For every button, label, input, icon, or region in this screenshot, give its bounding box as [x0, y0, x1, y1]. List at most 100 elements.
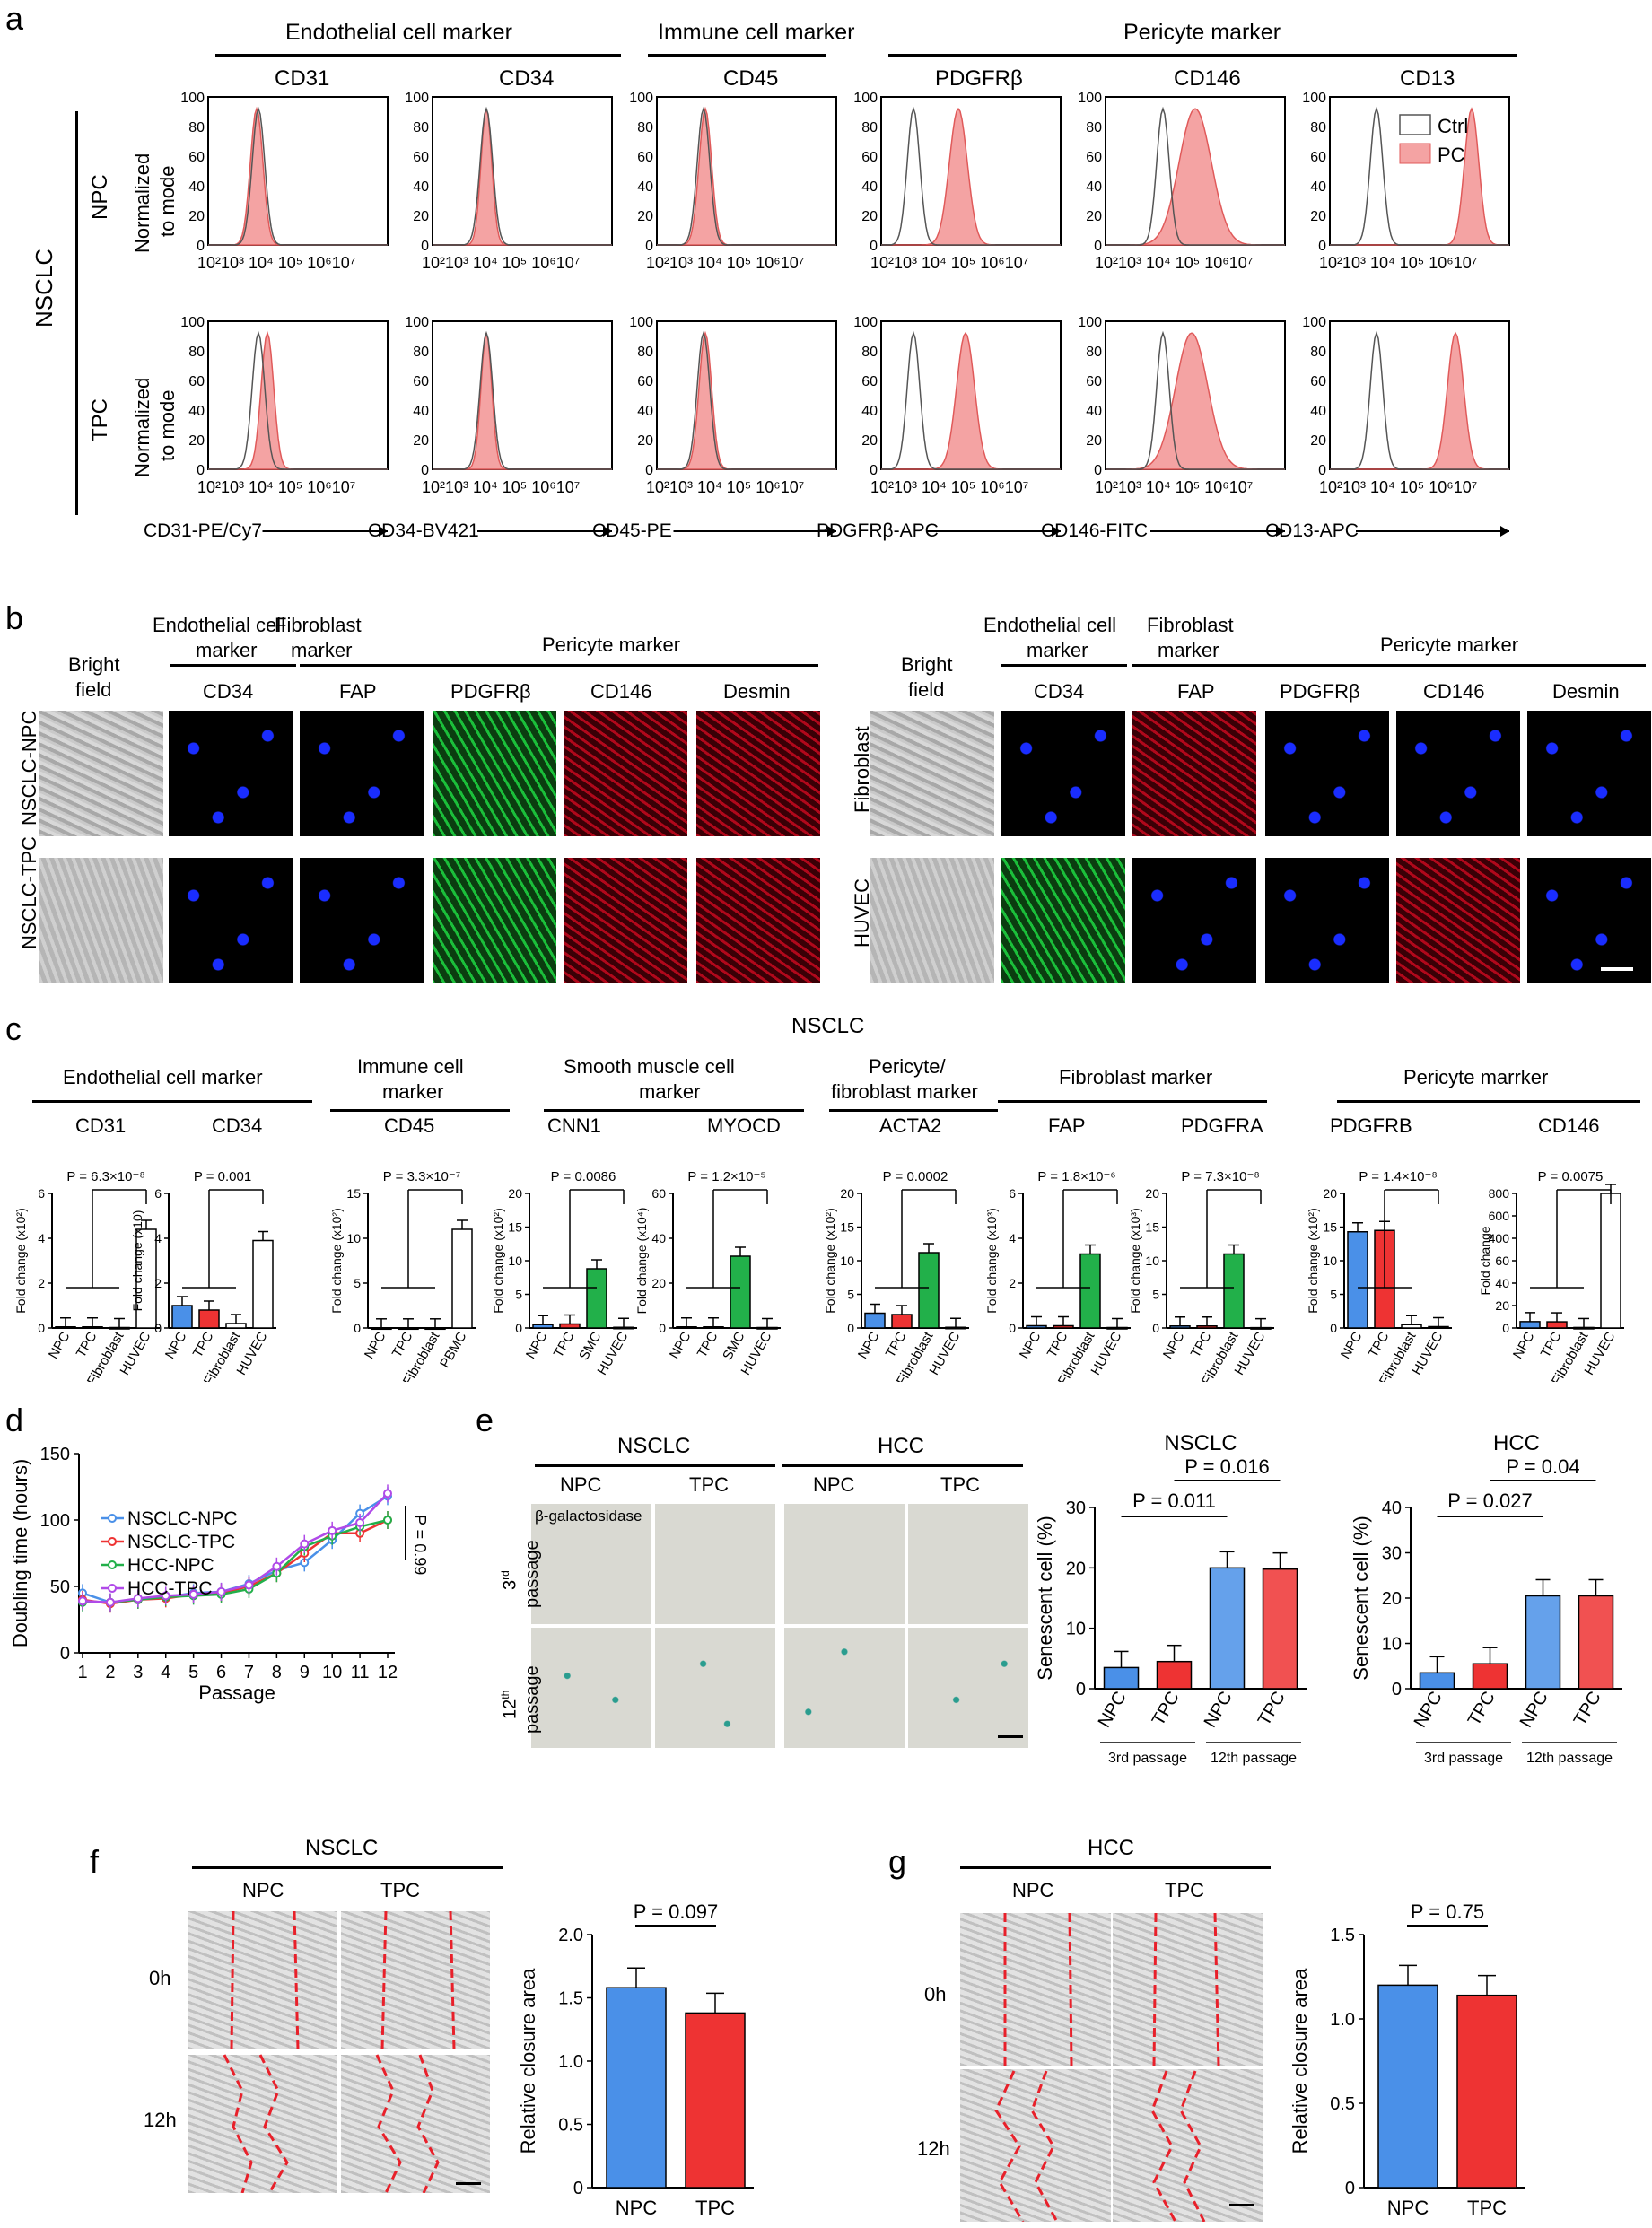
c-yticklabel-7-4: 20 [1145, 1186, 1159, 1201]
e-nsclc-yticklabel-2: 20 [1066, 1559, 1086, 1578]
f-cat-1: TPC [695, 2197, 735, 2219]
c-yticklabel-3-1: 5 [515, 1288, 522, 1302]
c-yticklabel-8-4: 20 [1323, 1186, 1337, 1201]
d-point-3-4 [188, 1589, 198, 1599]
d-point-3-0 [78, 1596, 87, 1606]
c-bar-3-3 [613, 1326, 634, 1330]
e-hcc-ylabel: Senescent cell (%) [1350, 1516, 1372, 1680]
e-nsclc-title: NSCLC [1164, 1431, 1237, 1455]
e-nsclc-cat-2: NPC [1201, 1689, 1237, 1732]
c-gene-0: CD31 [75, 1114, 126, 1137]
panel-letter-f: f [90, 1843, 100, 1880]
b-img-fib-pdgfrb [1265, 711, 1389, 836]
c-bar-0-1 [82, 1326, 103, 1329]
b-r-stain-pdgfrb: PDGFRβ [1280, 680, 1360, 703]
c-gene-6: FAP [1048, 1114, 1086, 1137]
e-img-3-3 [784, 1504, 905, 1624]
c-yticklabel-5-0: 0 [847, 1321, 854, 1335]
g-wound-edges [994, 1913, 1220, 2222]
c-cat-5-1: TPC [883, 1329, 910, 1360]
c-bar-1-2 [225, 1323, 247, 1329]
flow-channel-1: CD34-BV421 [368, 520, 479, 541]
e-col-2: TPC [689, 1473, 729, 1496]
e-img-3-12 [784, 1628, 905, 1748]
b-r-stain-fap: FAP [1177, 680, 1215, 703]
b-img-npc-fap [300, 711, 424, 836]
e-nsclc-grp2: 12th passage [1211, 1751, 1297, 1766]
c-bar-5-1 [891, 1314, 913, 1329]
c-yticklabel-4-0: 0 [659, 1321, 666, 1335]
c-yticklabel-7-1: 5 [1152, 1288, 1159, 1302]
g-yticklabel-2: 1.0 [1330, 2010, 1355, 2030]
c-gene-3: CNN1 [547, 1114, 601, 1137]
c-bar-8-0 [1347, 1231, 1368, 1329]
c-bar-6-2 [1079, 1253, 1101, 1329]
e-hcc-grp1: 3rd passage [1424, 1751, 1503, 1766]
b-r-bf-1: Bright [901, 653, 953, 676]
a-marker-cd31: CD31 [275, 66, 330, 91]
flow-ytick-4-0-0: 100 [1078, 91, 1102, 106]
c-yticklabel-5-3: 15 [840, 1220, 854, 1235]
b-img-huvec-pdgfrb [1265, 858, 1389, 983]
e-nsclc-yticklabel-3: 30 [1066, 1498, 1086, 1518]
flow-ytick-5-0-0: 100 [1302, 91, 1326, 106]
d-xticklabel-1: 2 [105, 1663, 115, 1682]
flow-ytick-4-0-5: 0 [1094, 239, 1102, 254]
d-point-3-6 [244, 1580, 254, 1590]
c-cat-9-1: TPC [1538, 1329, 1565, 1360]
c-bar-3-2 [586, 1268, 607, 1329]
c-pvalue-6: P = 1.8×10⁻⁶ [1037, 1169, 1115, 1184]
c-cat-7-0: NPC [1160, 1329, 1188, 1361]
c-cat-2-3: PBMC [437, 1329, 469, 1370]
g-row-12h: 12h [917, 2137, 950, 2160]
c-cat-1-0: NPC [162, 1329, 190, 1361]
c-bar-2-0 [371, 1327, 392, 1331]
c-yticklabel-2-0: 0 [354, 1321, 361, 1335]
b-stain-desmin: Desmin [723, 680, 791, 703]
d-point-2-11 [383, 1516, 392, 1525]
c-yticklabel-1-1: 2 [154, 1276, 162, 1290]
flow-ytick-5-0-3: 40 [1310, 179, 1326, 195]
flow-ytick-4-0-4: 20 [1086, 209, 1102, 224]
flow-xticks-3-0: 10²10³ 10⁴ 10⁵ 10⁶10⁷ [870, 254, 1028, 272]
c-bar-7-3 [1250, 1326, 1272, 1330]
flow-ytick-1-0-3: 40 [413, 179, 429, 195]
c-gene-5: ACTA2 [879, 1114, 941, 1137]
g-img-npc-12h [960, 2069, 1111, 2222]
f-line [192, 1866, 503, 1869]
c-group-sm2: marker [639, 1080, 701, 1103]
c-cat-3-1: TPC [551, 1329, 578, 1360]
e-img-1-12 [531, 1628, 651, 1748]
d-legend-marker-1 [108, 1537, 117, 1546]
b-ec-2: marker [196, 639, 258, 661]
c-yticklabel-1-3: 6 [154, 1186, 162, 1201]
c-yticklabel-4-3: 60 [651, 1186, 666, 1201]
flow-ytick-2-0-1: 80 [637, 120, 653, 135]
g-cat-0: NPC [1387, 2197, 1429, 2219]
c-yticklabel-2-3: 15 [346, 1186, 361, 1201]
b-img-tpc-pdgfrb [433, 858, 556, 983]
c-cat-6-0: NPC [1017, 1329, 1045, 1361]
flow-ytick-1-1-5: 0 [421, 463, 429, 478]
f-img-npc-0h [188, 1911, 337, 2049]
flow-ytick-5-1-5: 0 [1318, 463, 1326, 478]
c-yticklabel-0-1: 2 [38, 1276, 45, 1290]
c-yticklabel-0-2: 4 [38, 1231, 45, 1245]
c-cat-7-1: TPC [1188, 1329, 1215, 1360]
c-bar-6-1 [1053, 1324, 1074, 1329]
a-marker-cd13: CD13 [1400, 66, 1455, 91]
c-yticklabel-3-2: 10 [508, 1254, 522, 1268]
flow-ctrl-1-1 [433, 330, 612, 470]
flow-ytick-2-0-3: 40 [637, 179, 653, 195]
c-bar-7-0 [1169, 1325, 1191, 1329]
b-line-ec [170, 664, 296, 667]
g-pvalue: P = 0.75 [1411, 1900, 1484, 1923]
d-xticklabel-4: 5 [188, 1663, 198, 1682]
flow-ytick-3-0-3: 40 [861, 179, 878, 195]
d-point-3-11 [383, 1489, 392, 1498]
b-img-fib-desmin [1527, 711, 1651, 836]
a-group-line-pc [888, 54, 1517, 57]
c-cat-0-0: NPC [46, 1329, 74, 1361]
c-yticklabel-9-5: 600 [1489, 1209, 1510, 1223]
c-pvalue-3: P = 0.0086 [551, 1169, 616, 1184]
